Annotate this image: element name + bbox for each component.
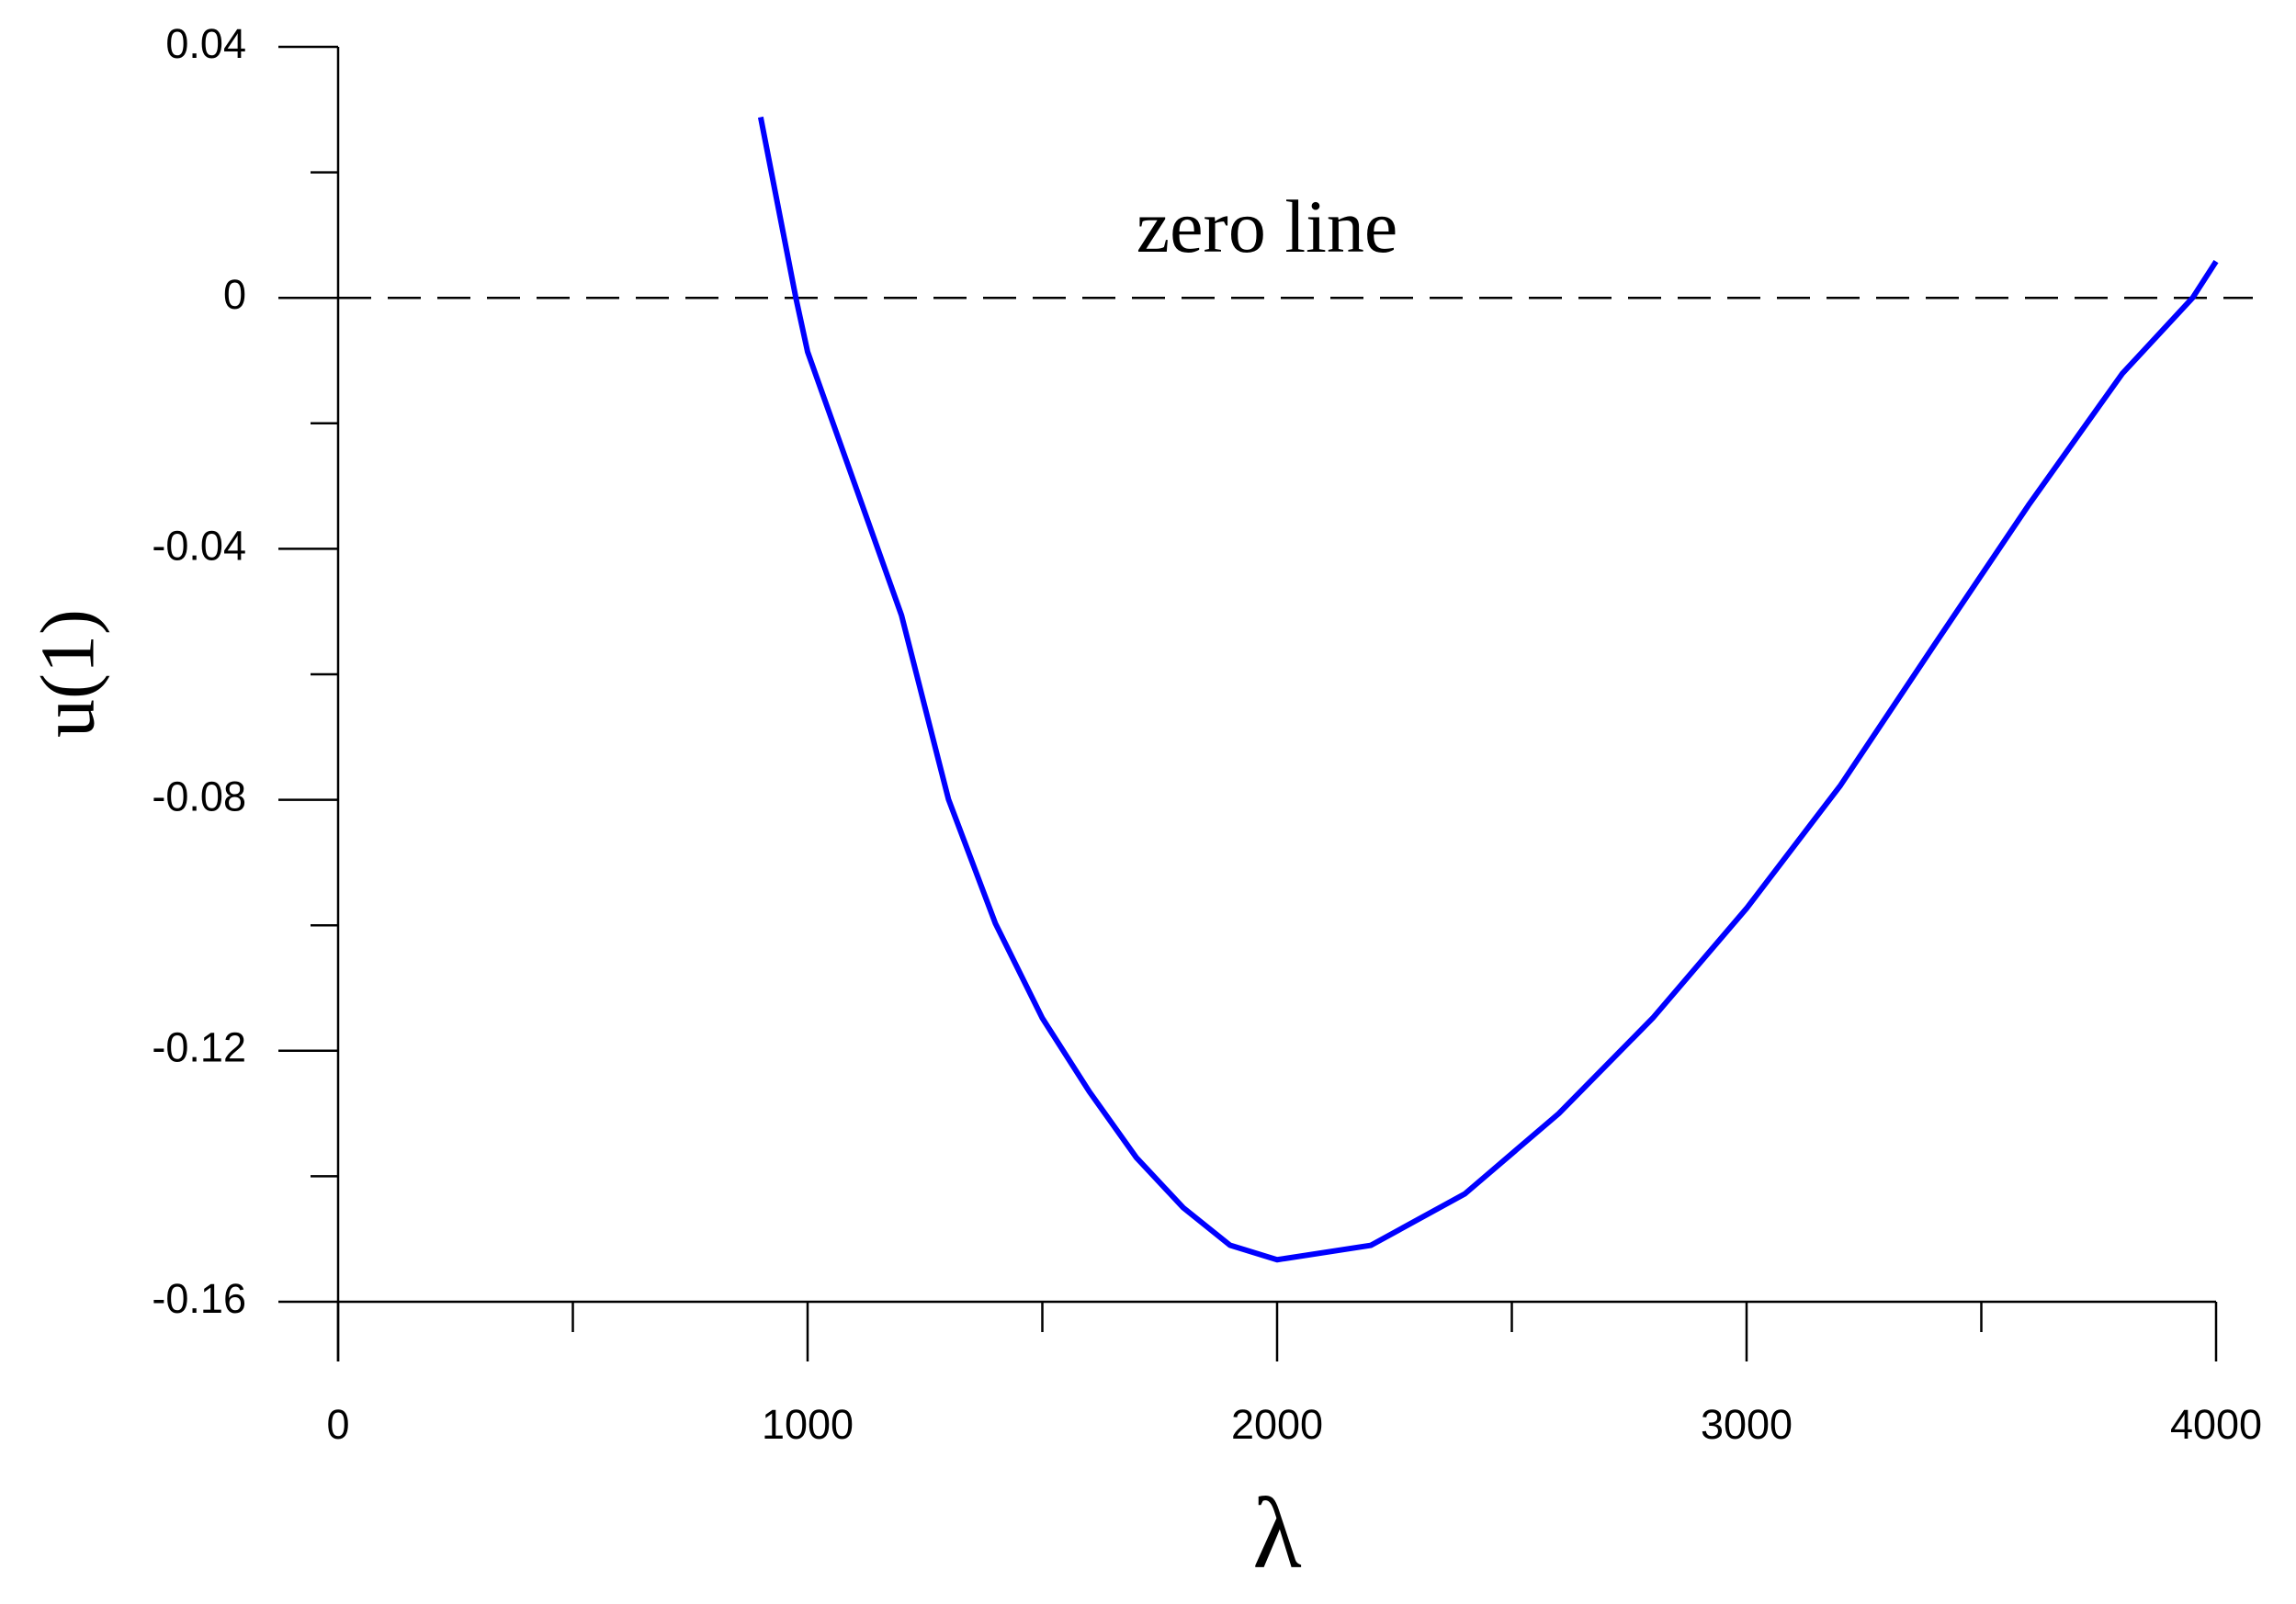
x-axis-label: λ: [1252, 1476, 1301, 1588]
y-axis-label: u(1): [25, 609, 110, 738]
x-tick-label: 4000: [2170, 1401, 2262, 1448]
y-tick-label: -0.08: [152, 773, 246, 819]
y-tick-label: 0.04: [165, 20, 246, 67]
y-tick-label: 0: [223, 271, 246, 318]
y-tick-label: -0.16: [152, 1275, 246, 1322]
line: [757, 116, 2219, 1263]
x-tick-label: 1000: [762, 1401, 854, 1448]
y-tick-label: -0.12: [152, 1024, 246, 1071]
y-tick-label: -0.04: [152, 522, 246, 569]
x-tick-label: 0: [326, 1401, 349, 1448]
x-tick-label: 2000: [1231, 1401, 1323, 1448]
x-tick-label: 3000: [1701, 1401, 1793, 1448]
zero-line-label: zero line: [1137, 185, 1398, 268]
